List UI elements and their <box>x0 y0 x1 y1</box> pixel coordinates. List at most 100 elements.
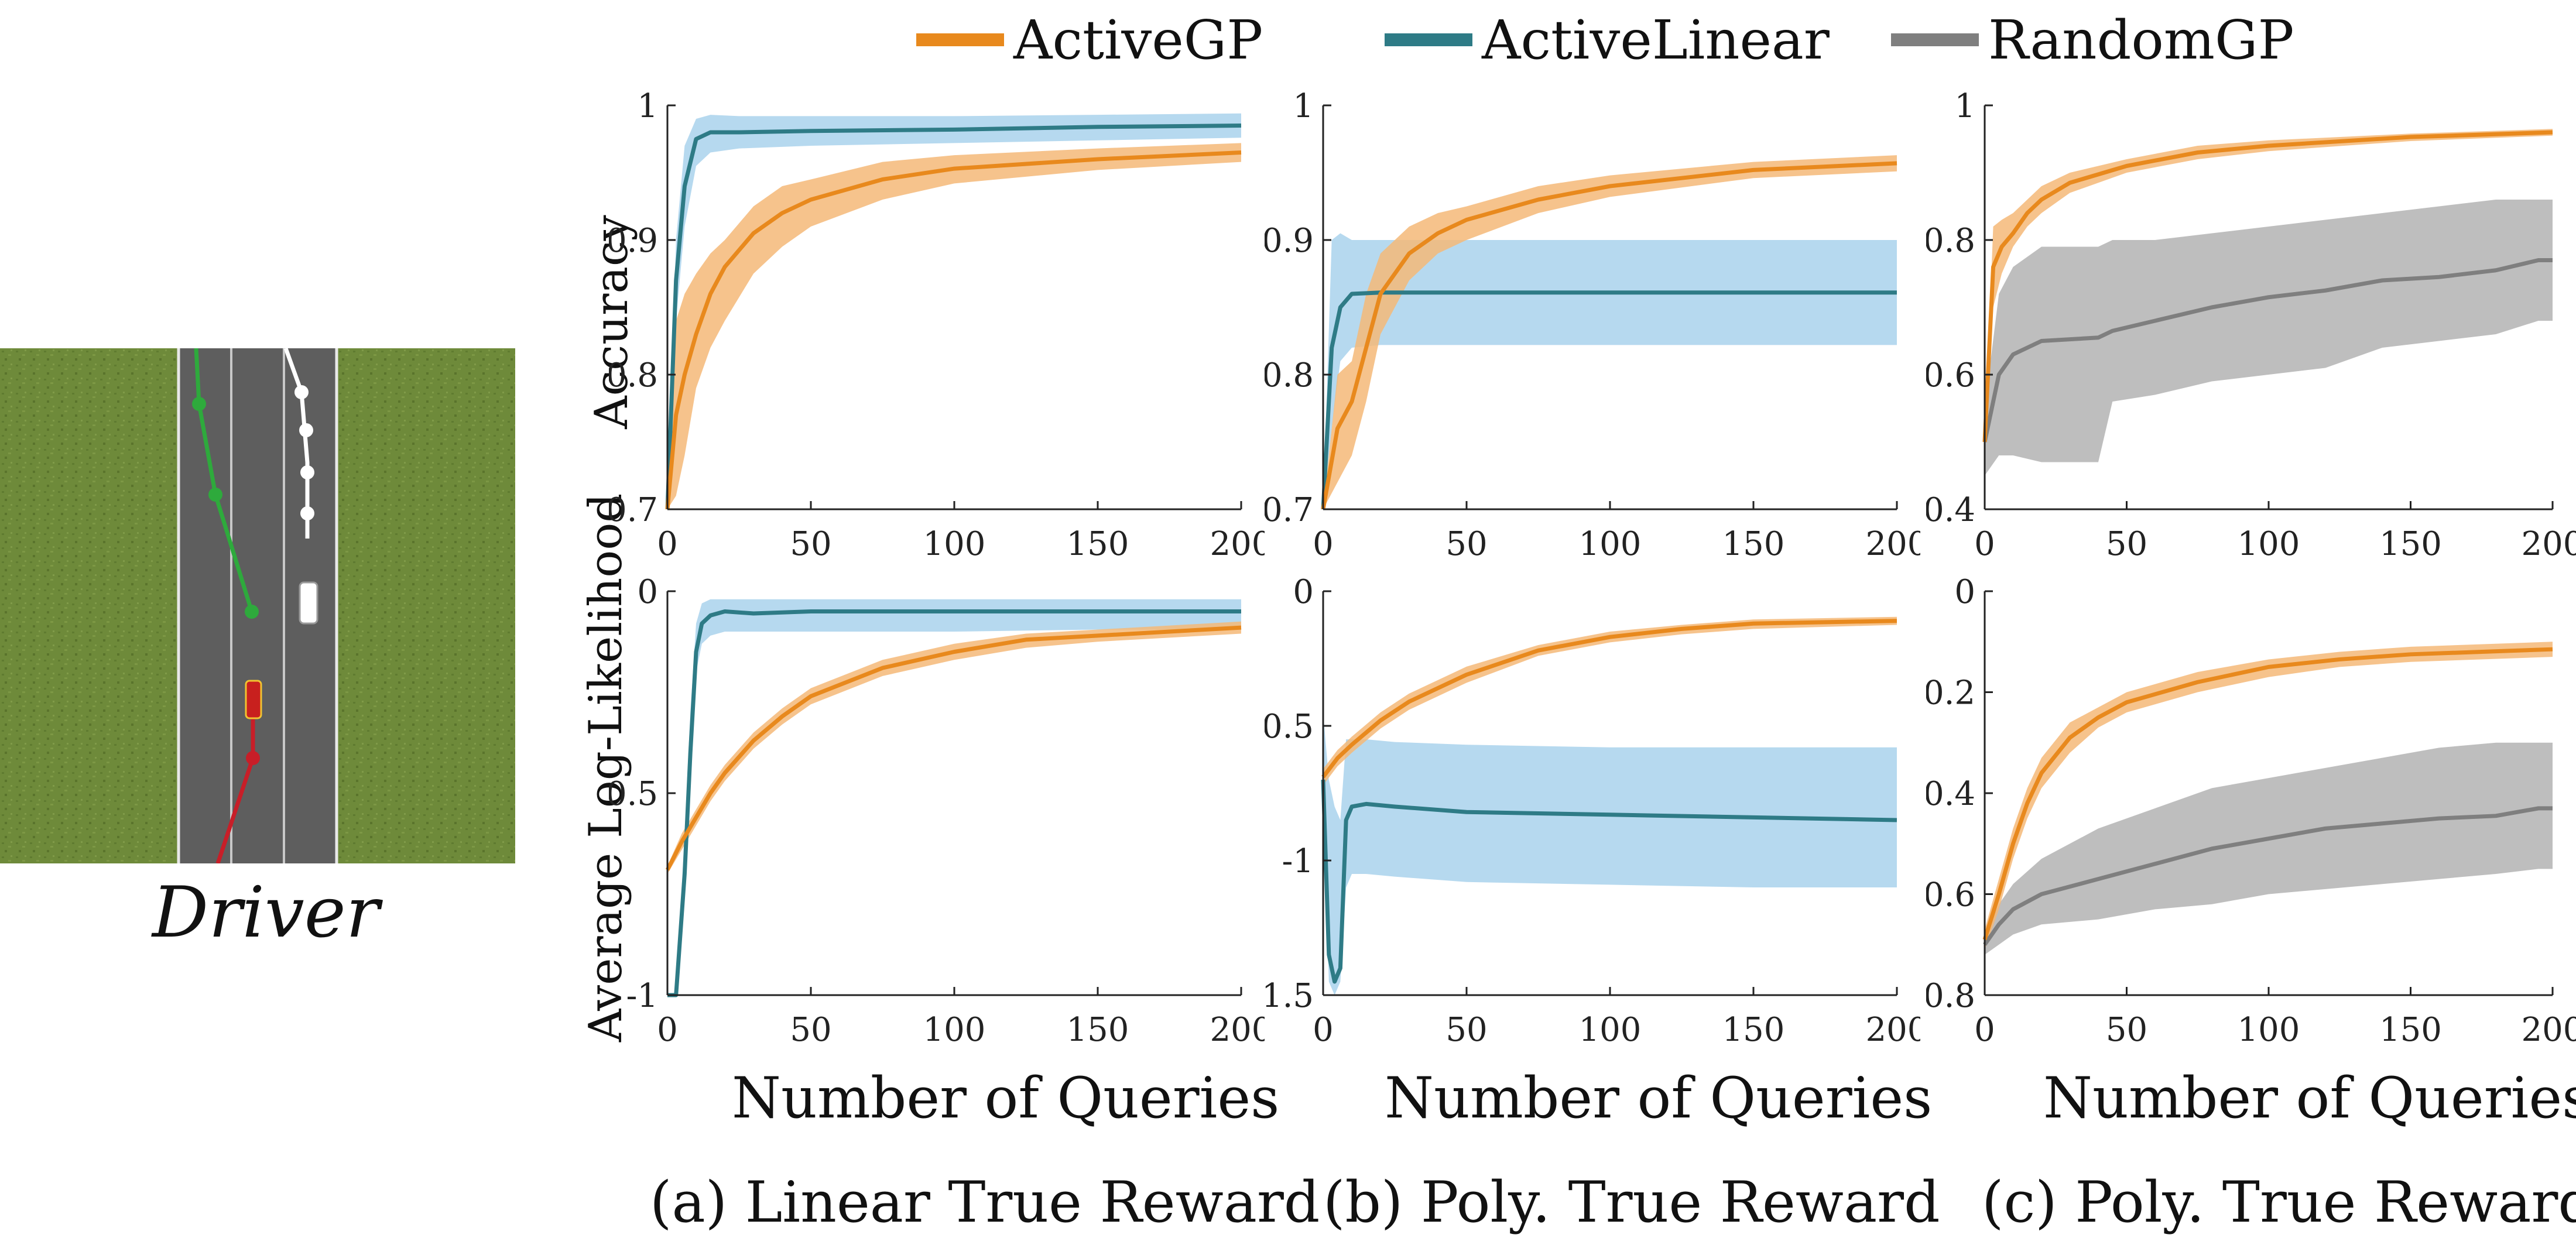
y-tick-label: 0 <box>637 574 658 611</box>
grass-left <box>0 348 179 863</box>
y-tick-label: -1 <box>626 977 658 1015</box>
white-point <box>300 465 314 479</box>
x-tick-label: 0 <box>657 525 678 563</box>
y-tick-label: 1 <box>637 88 658 125</box>
x-tick-label: 100 <box>923 1011 986 1049</box>
chart-c-bottom: 0 50 100 150 200 -0.8 -0.6 -0.4 -0.2 0 <box>1926 574 2576 1049</box>
subcaption-b: (b) Poly. True Reward <box>1323 1170 1940 1235</box>
x-tick-label: 0 <box>657 1011 678 1049</box>
x-tick-label: 150 <box>2379 525 2442 563</box>
legend-swatch-activegp <box>916 33 1004 46</box>
white-car <box>299 581 318 625</box>
legend-swatch-activelinear <box>1385 33 1472 46</box>
white-point <box>299 423 313 437</box>
series-line-activelinear <box>667 609 1241 997</box>
series-line-activegp <box>1982 130 2553 443</box>
y-tick-label: -0.4 <box>1926 775 1975 813</box>
x-tick-label: 50 <box>790 1011 831 1049</box>
band-activelinear <box>1323 233 1897 509</box>
xlabel-b: Number of Queries <box>1385 1065 1933 1131</box>
y-tick-label: -0.6 <box>1926 876 1975 914</box>
legend-label-randomgp: RandomGP <box>1988 8 2294 71</box>
green-point <box>192 397 206 411</box>
series-line-activelinear <box>1321 779 1897 984</box>
white-point <box>300 506 314 520</box>
y-tick-label: 0.7 <box>609 491 658 529</box>
x-tick-label: 0 <box>1974 1011 1995 1049</box>
x-tick-label: 200 <box>1866 1011 1920 1049</box>
y-tick-label: 0.9 <box>1265 222 1314 260</box>
x-tick-label: 150 <box>1067 1011 1129 1049</box>
y-tick-label: 0 <box>1954 574 1975 611</box>
x-tick-label: 50 <box>1445 1011 1487 1049</box>
legend-item-activegp: ActiveGP <box>916 8 1263 71</box>
band-randomgp <box>1985 742 2553 955</box>
legend-label-activegp: ActiveGP <box>1013 8 1263 71</box>
driver-illustration <box>0 348 515 863</box>
x-tick-label: 100 <box>1579 1011 1642 1049</box>
series-line-activegp <box>665 625 1242 871</box>
y-tick-label: 1 <box>1293 88 1314 125</box>
grass-right <box>337 348 515 863</box>
series-line-activegp <box>1321 161 1897 510</box>
red-point <box>246 751 260 765</box>
green-point <box>245 605 259 619</box>
y-tick-label: 0.7 <box>1265 491 1314 529</box>
x-tick-label: 150 <box>1067 525 1129 563</box>
series-line-randomgp <box>1982 258 2553 443</box>
x-tick-label: 0 <box>1313 525 1334 563</box>
series-line-activegp <box>665 150 1242 510</box>
x-tick-label: 0 <box>1313 1011 1334 1049</box>
xlabel-c: Number of Queries <box>2043 1065 2576 1131</box>
y-tick-label: -1.5 <box>1265 977 1314 1015</box>
green-point <box>208 488 222 502</box>
series-line-randomgp <box>1983 806 2553 946</box>
white-point <box>294 385 309 399</box>
y-tick-label: 0 <box>1293 574 1314 611</box>
subcaption-a: (a) Linear True Reward <box>650 1170 1320 1235</box>
chart-a-bottom: 0 50 100 150 200 -1 -0.5 0 <box>609 574 1265 1049</box>
x-tick-label: 100 <box>923 525 986 563</box>
x-tick-label: 50 <box>1445 525 1487 563</box>
band-randomgp <box>1985 200 2553 476</box>
y-tick-label: -0.5 <box>609 775 658 813</box>
band-activelinear <box>1323 712 1897 995</box>
legend-item-activelinear: ActiveLinear <box>1385 8 1830 71</box>
red-car <box>245 680 262 719</box>
x-tick-label: 200 <box>1866 525 1920 563</box>
y-tick-label: 0.9 <box>609 222 658 260</box>
y-tick-label: 0.6 <box>1926 356 1975 395</box>
chart-c-top: 0 50 100 150 200 0.4 0.6 0.8 1 <box>1926 88 2576 563</box>
band-activegp <box>667 621 1241 874</box>
y-tick-label: -0.8 <box>1926 977 1975 1015</box>
x-tick-label: 50 <box>2106 1011 2147 1049</box>
x-tick-label: 200 <box>2522 1011 2576 1049</box>
y-tick-label: 0.4 <box>1926 491 1975 529</box>
y-tick-label: -1 <box>1282 842 1314 880</box>
x-tick-label: 150 <box>1722 525 1785 563</box>
y-tick-label: -0.2 <box>1926 674 1975 712</box>
x-tick-label: 150 <box>1722 1011 1785 1049</box>
chart-b-bottom: 0 50 100 150 200 -1.5 -1 -0.5 0 <box>1265 574 1920 1049</box>
legend-label-activelinear: ActiveLinear <box>1482 8 1830 71</box>
x-tick-label: 200 <box>1210 1011 1265 1049</box>
legend-item-randomgp: RandomGP <box>1891 8 2294 71</box>
series-line-activegp <box>1321 619 1897 779</box>
x-tick-label: 50 <box>790 525 831 563</box>
y-tick-label: 1 <box>1954 88 1975 125</box>
y-tick-label: 0.8 <box>1265 356 1314 395</box>
x-tick-label: 50 <box>2106 525 2147 563</box>
series-line-activelinear <box>665 124 1242 510</box>
x-tick-label: 200 <box>2522 525 2576 563</box>
x-tick-label: 150 <box>2379 1011 2442 1049</box>
series-line-activegp <box>1982 647 2553 941</box>
y-tick-label: -0.5 <box>1265 708 1314 746</box>
y-tick-label: 0.8 <box>609 356 658 395</box>
x-tick-label: 100 <box>2238 1011 2300 1049</box>
legend-swatch-randomgp <box>1891 33 1979 46</box>
chart-b-top: 0 50 100 150 200 0.7 0.8 0.9 1 <box>1265 88 1920 563</box>
x-tick-label: 100 <box>1579 525 1642 563</box>
x-tick-label: 200 <box>1210 525 1265 563</box>
chart-a-top: 0 50 100 150 200 0.7 0.8 0.9 1 <box>609 88 1265 563</box>
